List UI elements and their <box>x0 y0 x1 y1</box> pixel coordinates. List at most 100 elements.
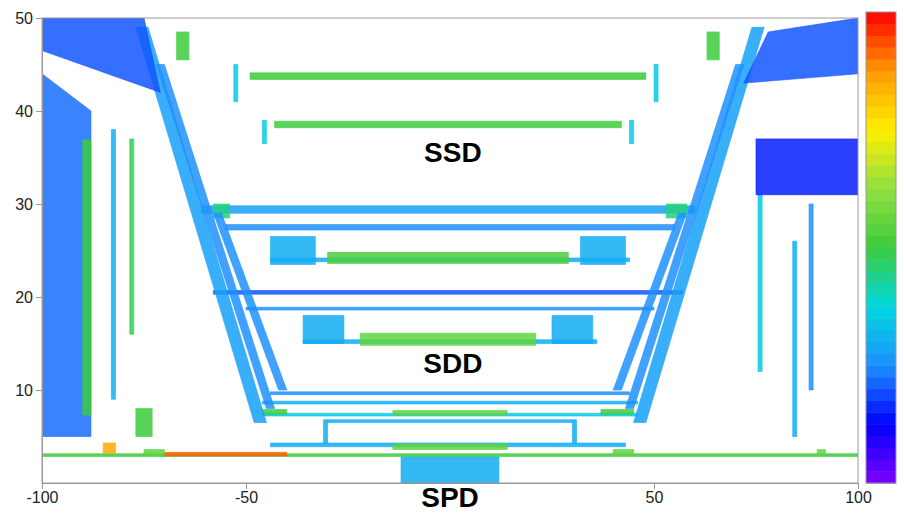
x-tick: -100 <box>26 483 58 506</box>
region <box>581 237 626 265</box>
y-tick-label: 10 <box>15 382 33 399</box>
color-bar-step <box>866 118 896 130</box>
region <box>401 457 499 483</box>
region <box>601 410 634 415</box>
region <box>275 121 622 128</box>
region <box>234 65 238 102</box>
color-bar-step <box>866 153 896 165</box>
x-tick: -50 <box>235 483 258 506</box>
region <box>793 241 797 436</box>
region <box>226 224 675 230</box>
color-bar-step <box>866 177 896 189</box>
region <box>393 444 507 450</box>
region <box>246 307 654 310</box>
region <box>144 450 164 456</box>
region <box>262 401 637 404</box>
y-axis: 10 20 30 40 50 <box>15 10 42 484</box>
region <box>654 65 658 102</box>
region <box>613 213 686 390</box>
region <box>262 120 266 143</box>
region <box>809 204 813 390</box>
y-tick-label: 40 <box>15 103 33 120</box>
region <box>758 195 762 372</box>
region <box>552 316 593 344</box>
region <box>303 316 344 344</box>
color-bar-step <box>866 436 896 448</box>
region <box>103 443 115 453</box>
color-bar-step <box>866 259 896 271</box>
color-bar-step <box>866 212 896 224</box>
color-bar-step <box>866 389 896 401</box>
y-tick-mark <box>36 297 42 298</box>
region <box>270 392 629 395</box>
color-bar-step <box>866 236 896 248</box>
color-bar-step <box>866 283 896 295</box>
region <box>393 410 507 415</box>
region <box>744 18 858 83</box>
x-tick-label: 100 <box>845 489 872 506</box>
region <box>201 206 695 213</box>
region <box>111 130 115 400</box>
color-bar-step <box>866 342 896 354</box>
region <box>324 420 328 443</box>
x-tick-mark <box>858 483 859 489</box>
x-tick-label: 50 <box>646 489 664 506</box>
color-bar-step <box>866 377 896 389</box>
marks <box>42 18 858 483</box>
color-bar-step <box>866 459 896 471</box>
region <box>130 139 134 334</box>
y-tick-label: 20 <box>15 289 33 306</box>
color-bar-step <box>866 106 896 118</box>
region <box>328 252 569 263</box>
region <box>156 65 274 409</box>
region <box>177 32 189 60</box>
region <box>250 73 646 80</box>
region <box>572 420 576 443</box>
color-bar-step <box>866 189 896 201</box>
color-bar-step <box>866 165 896 177</box>
color-bar-step <box>866 200 896 212</box>
color-bar-step <box>866 94 896 106</box>
region <box>270 237 315 265</box>
x-tick-mark <box>42 483 43 489</box>
color-bar-step <box>866 248 896 260</box>
color-bar-step <box>866 295 896 307</box>
region <box>630 120 634 143</box>
annotation: SSD <box>424 137 482 168</box>
color-bar-step <box>866 142 896 154</box>
region <box>756 139 858 195</box>
region <box>328 420 573 423</box>
region <box>83 140 91 415</box>
color-bar-step <box>866 318 896 330</box>
y-tick: 20 <box>15 289 42 306</box>
color-bar <box>866 12 896 484</box>
annotation: SDD <box>423 348 482 379</box>
y-tick-mark <box>36 204 42 205</box>
y-tick: 30 <box>15 196 42 213</box>
color-bar-step <box>866 36 896 48</box>
color-bar-step <box>866 71 896 83</box>
x-tick: 100 <box>845 483 872 506</box>
y-tick-mark <box>36 390 42 391</box>
y-tick-mark <box>36 18 42 19</box>
region <box>262 410 286 415</box>
color-bar-frame <box>866 12 896 483</box>
region <box>164 452 286 456</box>
region <box>707 32 719 60</box>
color-bar-step <box>866 130 896 142</box>
color-bar-step <box>866 424 896 436</box>
y-axis-line <box>42 19 43 484</box>
y-tick: 40 <box>15 103 42 120</box>
annotations: SSD SDD SPD <box>421 137 482 513</box>
y-tick-label: 50 <box>15 10 33 27</box>
region <box>613 450 633 456</box>
color-bar-step <box>866 401 896 413</box>
region <box>625 65 743 409</box>
x-tick-mark <box>654 483 655 489</box>
y-tick: 10 <box>15 382 42 399</box>
color-bar-step <box>866 365 896 377</box>
region <box>42 74 91 437</box>
color-bar-step <box>866 24 896 36</box>
annotation: SPD <box>421 482 479 513</box>
x-tick-label: -100 <box>26 489 58 506</box>
